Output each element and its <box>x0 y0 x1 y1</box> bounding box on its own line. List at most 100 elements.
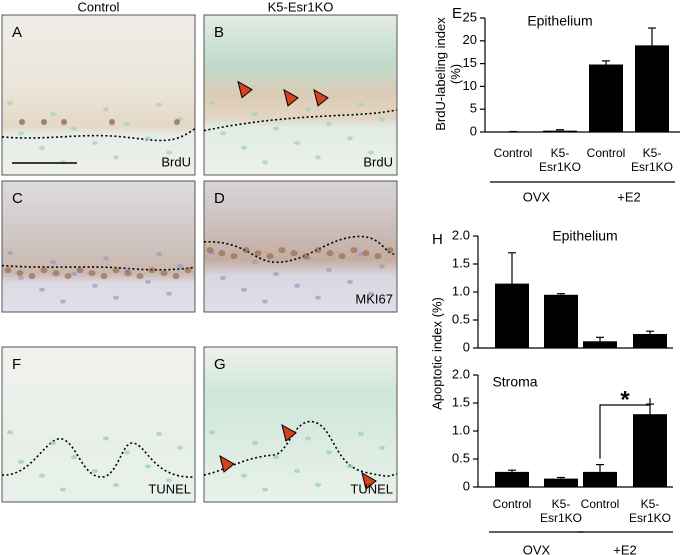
nucleus <box>326 121 332 126</box>
nucleus <box>379 264 385 269</box>
stained-nucleus <box>148 267 156 274</box>
bar <box>583 471 617 487</box>
nucleus <box>50 260 56 265</box>
x-tick-label: Control <box>586 146 626 160</box>
panel-letter: F <box>12 356 21 373</box>
nucleus <box>39 287 45 292</box>
basement-membrane <box>2 129 195 141</box>
nucleus <box>252 260 258 265</box>
stained-nucleus <box>278 247 286 254</box>
x-tick-label: K5-Esr1KO <box>538 146 581 174</box>
y-tick-label: 1.5 <box>452 394 470 409</box>
nucleus <box>39 473 45 478</box>
group-label: +E2 <box>617 189 641 204</box>
stained-nucleus <box>314 247 322 254</box>
bar <box>635 45 669 132</box>
y-tick-label: 20 <box>463 32 477 47</box>
stained-nucleus <box>88 270 96 277</box>
stained-nucleus <box>184 267 192 274</box>
bar <box>495 283 529 348</box>
stained-nucleus <box>109 119 115 125</box>
nucleus <box>305 107 311 112</box>
nucleus <box>347 136 353 141</box>
y-tick-label: 1.5 <box>452 255 470 270</box>
nucleus <box>166 478 172 483</box>
nucleus <box>71 272 77 277</box>
micrograph <box>1 180 196 313</box>
micrograph <box>203 14 398 176</box>
nucleus <box>209 430 215 435</box>
arrowhead <box>361 471 377 490</box>
nucleus <box>92 141 98 145</box>
y-tick-label: 25 <box>463 9 477 24</box>
nucleus <box>124 121 130 126</box>
nucleus <box>379 117 385 121</box>
stained-nucleus <box>160 270 168 277</box>
nucleus <box>305 436 311 441</box>
stain-label: TUNEL <box>350 481 393 496</box>
nucleus <box>252 112 258 117</box>
stained-nucleus <box>41 119 47 125</box>
arrowhead <box>313 88 329 107</box>
nucleus <box>252 441 258 446</box>
nucleus <box>7 430 13 435</box>
nucleus <box>209 101 215 105</box>
nucleus <box>315 482 321 487</box>
nucleus <box>103 256 109 261</box>
y-tick-label: 1.0 <box>452 422 470 437</box>
nucleus <box>156 252 162 257</box>
stained-nucleus <box>266 253 274 260</box>
stained-nucleus <box>100 273 108 280</box>
nucleus <box>103 436 109 441</box>
x-tick-label: Control <box>492 497 532 511</box>
nucleus <box>220 131 226 136</box>
nucleus <box>220 275 226 280</box>
nucleus <box>358 252 364 257</box>
y-tick-label: 0 <box>463 339 470 354</box>
nucleus <box>241 287 247 292</box>
stained-nucleus <box>350 247 358 254</box>
nucleus <box>358 102 364 107</box>
basement-membrane <box>2 439 195 477</box>
annotation: * <box>620 386 630 413</box>
nucleus <box>273 272 279 277</box>
arrowhead <box>219 454 235 473</box>
stained-nucleus <box>64 273 72 280</box>
stained-nucleus <box>362 250 370 257</box>
nucleus <box>166 150 172 155</box>
group-label: OVX <box>523 542 551 555</box>
nucleus <box>50 112 56 117</box>
stained-nucleus <box>338 253 346 260</box>
stained-nucleus <box>4 267 12 274</box>
nucleus <box>294 469 300 473</box>
significance-bracket <box>599 398 651 459</box>
nucleus <box>145 464 151 469</box>
nucleus <box>18 275 24 280</box>
bar <box>589 64 623 132</box>
nucleus <box>368 150 374 155</box>
stained-nucleus <box>242 247 250 254</box>
nucleus <box>18 459 24 464</box>
bar <box>633 414 667 487</box>
panel-letter: C <box>12 190 23 207</box>
column-header: K5-Esr1KO <box>268 0 334 14</box>
nucleus <box>18 131 24 136</box>
bar <box>543 130 577 132</box>
stain-label: TUNEL <box>148 481 191 496</box>
nucleus <box>71 455 77 460</box>
nucleus <box>103 107 109 112</box>
bar <box>633 334 667 348</box>
group-label: OVX <box>523 189 551 204</box>
stained-nucleus <box>19 119 25 125</box>
nucleus <box>71 126 77 131</box>
stained-nucleus <box>172 273 180 280</box>
stain-label: BrdU <box>363 154 393 169</box>
y-tick-label: 2.0 <box>452 227 470 242</box>
nucleus <box>379 445 385 450</box>
basement-membrane <box>204 422 397 477</box>
bar <box>544 478 578 487</box>
arrowhead <box>283 88 299 107</box>
nucleus <box>92 469 98 473</box>
nucleus <box>156 431 162 436</box>
nucleus <box>294 283 300 288</box>
